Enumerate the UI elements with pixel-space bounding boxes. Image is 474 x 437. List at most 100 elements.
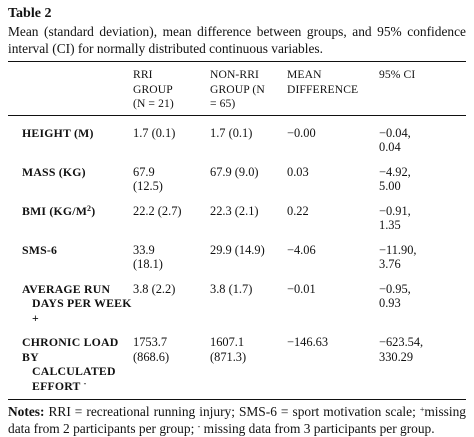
- cell-non-sd: (871.3): [210, 349, 247, 364]
- cell-ci: −11.90, 3.76: [379, 233, 466, 272]
- cell-ci: −623.54, 330.29: [379, 325, 466, 399]
- table-row: CHRONIC LOAD BY CALCULATED EFFORT - 1753.7…: [8, 325, 466, 399]
- cell-md-value: −146.63: [287, 335, 329, 349]
- cell-rri-value: 3.8 (2.2): [133, 281, 176, 296]
- data-table: RRI GROUP (N = 21) NON-RRI GROUP (N = 65…: [8, 62, 466, 115]
- cell-non-value: 67.9 (9.0): [210, 164, 259, 179]
- cell-non-rri: 1.7 (0.1): [210, 116, 287, 155]
- table-label: Table 2: [8, 6, 52, 21]
- cell-ci-low: −4.92,: [379, 164, 411, 179]
- header-non-line2: GROUP (N: [210, 82, 265, 96]
- notes-mark-plus: +: [419, 405, 425, 414]
- cell-ci-high: 0.93: [379, 296, 401, 310]
- table-header: RRI GROUP (N = 21) NON-RRI GROUP (N = 65…: [8, 62, 466, 115]
- row-label-line3-wrap: EFFORT -: [22, 379, 133, 394]
- cell-rri: 67.9 (12.5): [133, 155, 210, 194]
- cell-mean-difference: −0.00: [287, 116, 379, 155]
- cell-rri-value: 1753.7: [133, 335, 168, 349]
- cell-md-value: 0.03: [287, 164, 309, 179]
- header-ci: 95% CI: [379, 62, 466, 115]
- header-non-line3: = 65): [210, 97, 236, 110]
- row-label: BMI (KG/M2): [8, 194, 133, 233]
- header-md-line1: MEAN: [287, 68, 322, 81]
- table-row: MASS (KG) 67.9 (12.5) 67.9 (9.0) 0.03 −4.…: [8, 155, 466, 194]
- cell-ci-low: −0.95,: [379, 281, 411, 296]
- table-row: BMI (KG/M2) 22.2 (2.7) 22.3 (2.1) 0.22 −…: [8, 194, 466, 233]
- notes-text-3: missing data from 3 participants per gro…: [200, 421, 435, 436]
- cell-ci-low: −0.91,: [379, 203, 411, 218]
- top-rule: [8, 61, 466, 62]
- cell-non-rri: 67.9 (9.0): [210, 155, 287, 194]
- cell-rri-value: 1.7 (0.1): [133, 125, 176, 140]
- cell-rri-value: 33.9: [133, 242, 155, 257]
- header-non-line1: NON-RRI: [210, 68, 260, 81]
- cell-rri-sd: (868.6): [133, 349, 170, 364]
- table-caption: Mean (standard deviation), mean differen…: [8, 24, 466, 56]
- cell-mean-difference: −4.06: [287, 233, 379, 272]
- header-rri-group: RRI GROUP (N = 21): [133, 62, 210, 115]
- row-label-line3: EFFORT: [32, 378, 81, 393]
- row-label-text: AVERAGE RUN: [22, 281, 111, 296]
- row-label-text: HEIGHT (M): [22, 125, 94, 140]
- row-label-line2: CALCULATED: [32, 364, 116, 378]
- header-rri-line1: RRI: [133, 68, 153, 81]
- cell-rri: 1753.7 (868.6): [133, 325, 210, 399]
- cell-non-rri: 1607.1 (871.3): [210, 325, 287, 399]
- data-table-body: HEIGHT (M) 1.7 (0.1) 1.7 (0.1) −0.00 −0.…: [8, 116, 466, 400]
- table-row: SMS-6 33.9 (18.1) 29.9 (14.9) −4.06 −11.9…: [8, 233, 466, 272]
- cell-non-value: 1.7 (0.1): [210, 125, 253, 140]
- cell-rri: 22.2 (2.7): [133, 194, 210, 233]
- table-row: HEIGHT (M) 1.7 (0.1) 1.7 (0.1) −0.00 −0.…: [8, 116, 466, 155]
- cell-ci-high: 5.00: [379, 179, 401, 193]
- row-label-text: MASS (KG): [22, 164, 86, 179]
- cell-ci-low: −11.90,: [379, 242, 417, 257]
- cell-rri-value: 22.2 (2.7): [133, 203, 182, 218]
- cell-ci-high: 3.76: [379, 257, 401, 271]
- row-label: SMS-6: [8, 233, 133, 272]
- row-label: AVERAGE RUN DAYS PER WEEK +: [8, 272, 133, 326]
- row-label: CHRONIC LOAD BY CALCULATED EFFORT -: [8, 325, 133, 399]
- cell-md-value: 0.22: [287, 203, 309, 218]
- cell-mean-difference: −0.01: [287, 272, 379, 326]
- cell-non-rri: 3.8 (1.7): [210, 272, 287, 326]
- header-blank: [8, 62, 133, 115]
- row-label-text: CHRONIC LOAD BY: [22, 335, 119, 364]
- row-label-text: BMI (KG/M: [22, 203, 88, 218]
- row-label-text: SMS-6: [22, 242, 58, 257]
- bottom-rule: [8, 399, 466, 400]
- header-mean-difference: MEAN DIFFERENCE: [287, 62, 379, 115]
- header-non-rri-group: NON-RRI GROUP (N = 65): [210, 62, 287, 115]
- cell-mean-difference: 0.22: [287, 194, 379, 233]
- cell-ci-low: −0.04,: [379, 125, 411, 140]
- cell-ci-high: 330.29: [379, 349, 414, 364]
- table-notes: Notes: RRI = recreational running injury…: [8, 403, 466, 437]
- cell-mean-difference: 0.03: [287, 155, 379, 194]
- cell-ci-low: −623.54,: [379, 335, 424, 349]
- cell-rri: 33.9 (18.1): [133, 233, 210, 272]
- cell-ci-high: 1.35: [379, 218, 401, 232]
- cell-ci: −0.04, 0.04: [379, 116, 466, 155]
- cell-mean-difference: −146.63: [287, 325, 379, 399]
- cell-ci: −0.91, 1.35: [379, 194, 466, 233]
- cell-non-value: 1607.1: [210, 335, 245, 349]
- header-rri-line2: GROUP: [133, 82, 173, 96]
- notes-text-1: RRI = recreational running injury; SMS-6…: [44, 404, 420, 419]
- row-label: MASS (KG): [8, 155, 133, 194]
- row-label-end: ): [91, 203, 96, 218]
- cell-non-value: 29.9 (14.9): [210, 242, 265, 257]
- cell-rri-value: 67.9: [133, 164, 155, 179]
- cell-rri-sd: (18.1): [133, 257, 163, 271]
- cell-rri: 1.7 (0.1): [133, 116, 210, 155]
- header-rri-line3: (N = 21): [133, 97, 174, 110]
- cell-non-rri: 22.3 (2.1): [210, 194, 287, 233]
- header-md-line2: DIFFERENCE: [287, 82, 359, 96]
- table-page: Table 2 Mean (standard deviation), mean …: [8, 6, 466, 436]
- cell-non-rri: 29.9 (14.9): [210, 233, 287, 272]
- header-ci-label: 95% CI: [379, 68, 416, 81]
- cell-non-value: 3.8 (1.7): [210, 281, 253, 296]
- cell-md-value: −4.06: [287, 242, 316, 257]
- cell-ci: −0.95, 0.93: [379, 272, 466, 326]
- table-row: AVERAGE RUN DAYS PER WEEK + 3.8 (2.2) 3.8 …: [8, 272, 466, 326]
- cell-ci: −4.92, 5.00: [379, 155, 466, 194]
- cell-rri-sd: (12.5): [133, 179, 163, 193]
